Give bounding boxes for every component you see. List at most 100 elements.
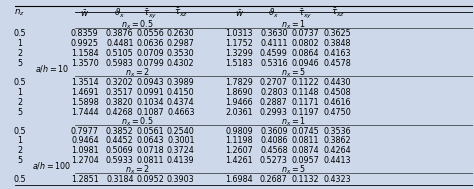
Text: 1.0313: 1.0313 — [226, 29, 253, 39]
Text: 1.2607: 1.2607 — [226, 146, 253, 155]
Text: 0.2803: 0.2803 — [260, 88, 288, 97]
Text: 0.0802: 0.0802 — [292, 39, 319, 48]
Text: $\bar{\tau}_{xz}$: $\bar{\tau}_{xz}$ — [173, 7, 188, 19]
Text: 1.6984: 1.6984 — [226, 175, 253, 184]
Text: 1: 1 — [17, 88, 22, 97]
Text: 1.3299: 1.3299 — [226, 49, 253, 58]
Text: $\bar{\tau}_{xy}$: $\bar{\tau}_{xy}$ — [143, 7, 157, 20]
Text: 0.2987: 0.2987 — [167, 39, 195, 48]
Text: 0.9809: 0.9809 — [226, 127, 253, 136]
Text: 0.0874: 0.0874 — [292, 146, 319, 155]
Text: 0.4323: 0.4323 — [324, 175, 352, 184]
Text: $\bar{\tau}_{xz}$: $\bar{\tau}_{xz}$ — [330, 7, 345, 19]
Text: $a/h = 100$: $a/h = 100$ — [32, 160, 71, 171]
Text: 0.5105: 0.5105 — [106, 49, 134, 58]
Text: 0.5: 0.5 — [13, 78, 26, 87]
Text: 0.7977: 0.7977 — [71, 127, 99, 136]
Text: 0.4163: 0.4163 — [324, 49, 351, 58]
Text: 0.4508: 0.4508 — [324, 88, 352, 97]
Text: 0.4302: 0.4302 — [167, 59, 194, 68]
Text: 0.5316: 0.5316 — [260, 59, 288, 68]
Text: 2: 2 — [17, 98, 22, 107]
Text: 0.9925: 0.9925 — [71, 39, 99, 48]
Text: 5: 5 — [17, 156, 22, 165]
Text: 0.4086: 0.4086 — [260, 136, 288, 146]
Text: 0.0561: 0.0561 — [136, 127, 164, 136]
Text: 1.0981: 1.0981 — [71, 146, 99, 155]
Text: 1.4691: 1.4691 — [71, 88, 99, 97]
Text: 0.1087: 0.1087 — [136, 108, 164, 117]
Text: 0.0991: 0.0991 — [136, 88, 164, 97]
Text: 0.0556: 0.0556 — [136, 29, 164, 39]
Text: 0.0636: 0.0636 — [137, 39, 164, 48]
Text: 0.0952: 0.0952 — [136, 175, 164, 184]
Text: 0.4413: 0.4413 — [324, 156, 351, 165]
Text: 1.1752: 1.1752 — [226, 39, 253, 48]
Text: 0.3862: 0.3862 — [324, 136, 352, 146]
Text: 0.3001: 0.3001 — [167, 136, 194, 146]
Text: 0.3184: 0.3184 — [106, 175, 134, 184]
Text: 0.4663: 0.4663 — [167, 108, 194, 117]
Text: 1.1584: 1.1584 — [71, 49, 99, 58]
Text: $n_x = 5$: $n_x = 5$ — [281, 67, 306, 79]
Text: $n_z$: $n_z$ — [14, 8, 25, 19]
Text: 2: 2 — [17, 146, 22, 155]
Text: 0.1171: 0.1171 — [292, 98, 319, 107]
Text: 0.5273: 0.5273 — [260, 156, 288, 165]
Text: 0.3202: 0.3202 — [106, 78, 134, 87]
Text: 0.5: 0.5 — [13, 175, 26, 184]
Text: 0.4264: 0.4264 — [324, 146, 352, 155]
Text: 0.0811: 0.0811 — [137, 156, 164, 165]
Text: 0.1034: 0.1034 — [137, 98, 164, 107]
Text: 1.2851: 1.2851 — [71, 175, 99, 184]
Text: 0.0718: 0.0718 — [136, 146, 164, 155]
Text: 0.4750: 0.4750 — [324, 108, 352, 117]
Text: 0.0745: 0.0745 — [292, 127, 319, 136]
Text: 0.4139: 0.4139 — [167, 156, 194, 165]
Text: 1.5898: 1.5898 — [71, 98, 99, 107]
Text: 2: 2 — [17, 49, 22, 58]
Text: 0.8359: 0.8359 — [71, 29, 99, 39]
Text: 0.1148: 0.1148 — [292, 88, 319, 97]
Text: $n_x = 2$: $n_x = 2$ — [125, 164, 150, 177]
Text: 0.0943: 0.0943 — [136, 78, 164, 87]
Text: 1.9466: 1.9466 — [226, 98, 253, 107]
Text: 0.3530: 0.3530 — [167, 49, 194, 58]
Text: 0.4599: 0.4599 — [260, 49, 288, 58]
Text: $n_x = 0.5$: $n_x = 0.5$ — [121, 115, 154, 128]
Text: 0.3536: 0.3536 — [324, 127, 352, 136]
Text: 0.3724: 0.3724 — [167, 146, 195, 155]
Text: 0.3903: 0.3903 — [167, 175, 194, 184]
Text: 1.3570: 1.3570 — [71, 59, 99, 68]
Text: 1.4261: 1.4261 — [226, 156, 253, 165]
Text: 0.3876: 0.3876 — [106, 29, 134, 39]
Text: 0.2887: 0.2887 — [260, 98, 288, 107]
Text: 0.1197: 0.1197 — [292, 108, 319, 117]
Text: 0.5: 0.5 — [13, 29, 26, 39]
Text: 1: 1 — [17, 39, 22, 48]
Text: 0.3630: 0.3630 — [260, 29, 288, 39]
Text: $n_x = 1$: $n_x = 1$ — [281, 18, 306, 31]
Text: 0.2540: 0.2540 — [167, 127, 195, 136]
Text: 0.0946: 0.0946 — [292, 59, 319, 68]
Text: 1.3514: 1.3514 — [71, 78, 99, 87]
Text: 0.9464: 0.9464 — [71, 136, 99, 146]
Text: 2.0361: 2.0361 — [226, 108, 253, 117]
Text: 0.4481: 0.4481 — [106, 39, 134, 48]
Text: 0.4578: 0.4578 — [324, 59, 352, 68]
Text: 0.5069: 0.5069 — [106, 146, 134, 155]
Text: 0.3852: 0.3852 — [106, 127, 134, 136]
Text: 0.4374: 0.4374 — [167, 98, 194, 107]
Text: 0.0737: 0.0737 — [292, 29, 319, 39]
Text: 1.1198: 1.1198 — [226, 136, 253, 146]
Text: $\bar{\tau}_{xy}$: $\bar{\tau}_{xy}$ — [298, 7, 313, 20]
Text: 1.7444: 1.7444 — [71, 108, 99, 117]
Text: 1.5183: 1.5183 — [226, 59, 253, 68]
Text: 0.3609: 0.3609 — [260, 127, 288, 136]
Text: 0.3625: 0.3625 — [324, 29, 352, 39]
Text: 1.7829: 1.7829 — [226, 78, 253, 87]
Text: 0.2687: 0.2687 — [260, 175, 288, 184]
Text: 0.2707: 0.2707 — [260, 78, 288, 87]
Text: $n_x = 0.5$: $n_x = 0.5$ — [121, 18, 154, 31]
Text: 0.5: 0.5 — [13, 127, 26, 136]
